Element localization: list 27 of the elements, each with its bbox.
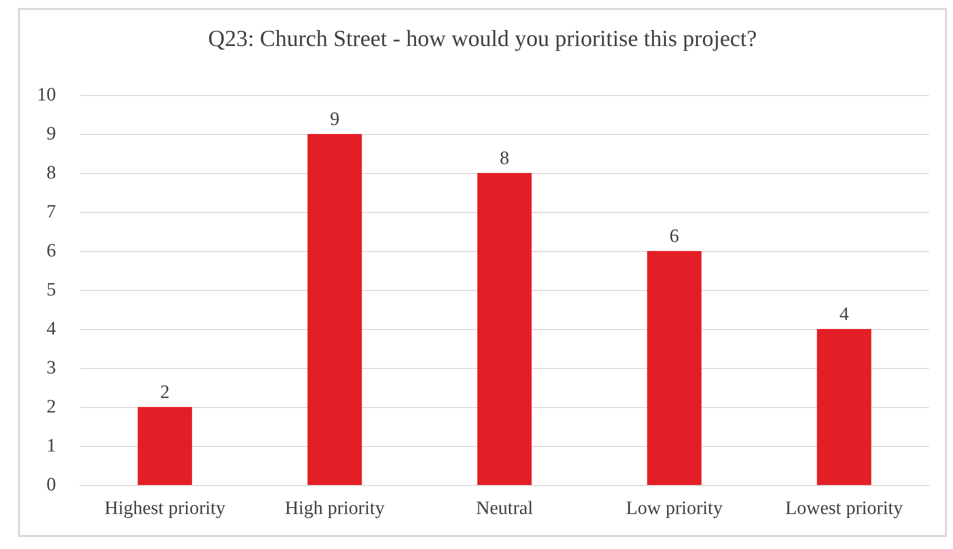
x-tick-label: Low priority <box>626 498 724 519</box>
y-tick-label: 8 <box>46 162 56 184</box>
bar <box>477 173 532 485</box>
bar <box>138 407 192 485</box>
y-tick-label: 10 <box>37 84 56 106</box>
y-tick-label: 2 <box>46 396 56 418</box>
data-label: 6 <box>670 226 680 247</box>
y-tick-label: 5 <box>46 280 56 300</box>
y-tick-label: 1 <box>46 436 56 456</box>
data-label: 9 <box>330 109 340 130</box>
y-tick-label: 7 <box>46 202 56 222</box>
x-tick-label: Lowest priority <box>785 498 904 519</box>
y-tick-label: 9 <box>46 124 56 144</box>
bar <box>647 251 702 485</box>
bar <box>308 134 362 485</box>
x-tick-label: Highest priority <box>104 498 226 519</box>
y-tick-label: 3 <box>46 358 56 378</box>
data-label: 2 <box>160 382 170 403</box>
y-tick-label: 0 <box>46 474 56 496</box>
y-tick-label: 6 <box>46 240 56 262</box>
y-tick-label: 4 <box>46 318 56 340</box>
bar <box>816 329 872 485</box>
data-label: 4 <box>839 304 850 325</box>
data-label: 8 <box>500 148 510 169</box>
chart-title: Q23: Church Street - how would you prioritise this project? <box>208 26 757 51</box>
x-tick-label: Neutral <box>476 498 533 519</box>
x-tick-label: High priority <box>284 498 386 519</box>
